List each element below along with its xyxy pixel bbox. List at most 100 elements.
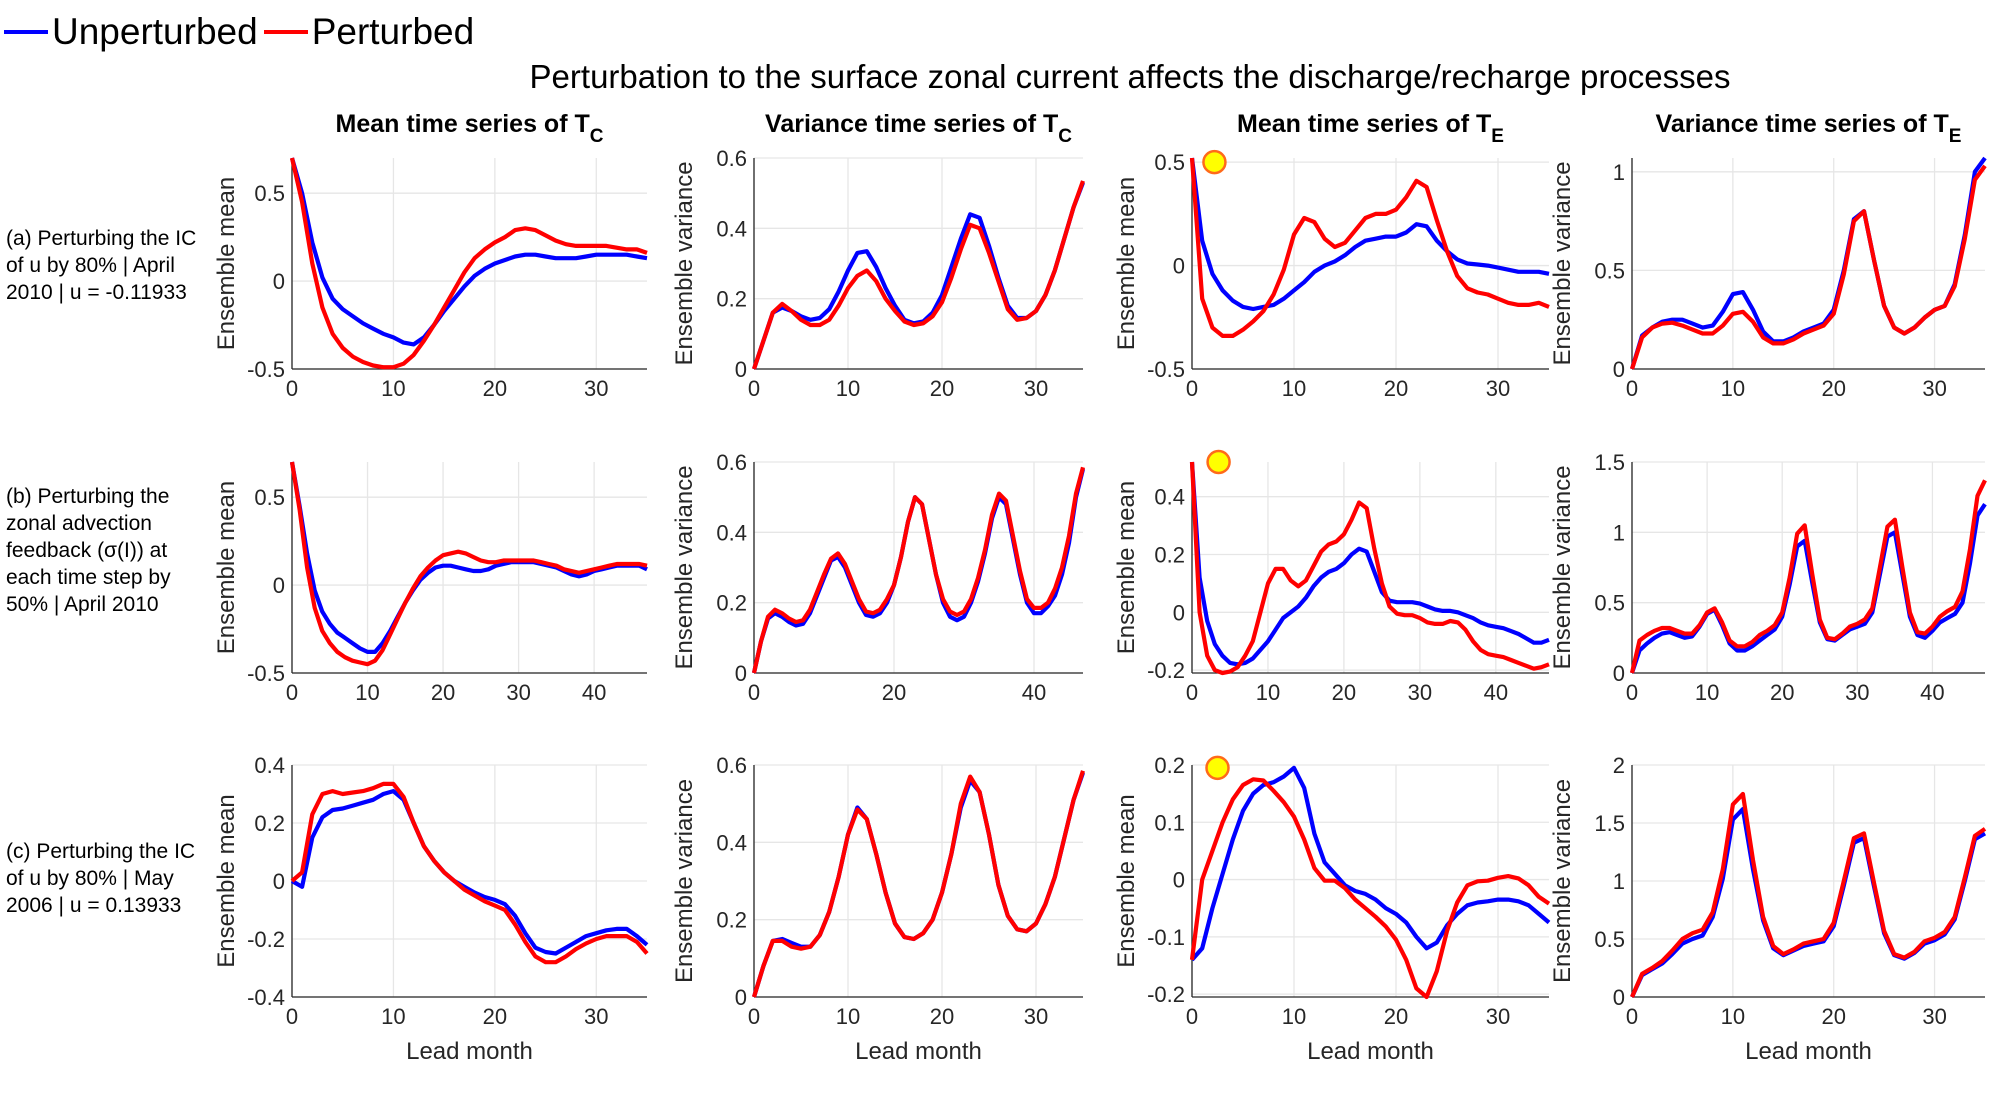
legend-label-perturbed: Perturbed xyxy=(311,11,475,52)
x-tick-label: 0 xyxy=(286,1004,298,1029)
subplot-b-2: 0 20 40 0 0.2 0.4 0.6 Ensemble variance xyxy=(671,450,1086,705)
x-tick-label: 20 xyxy=(1821,376,1845,401)
y-tick-label: 0.2 xyxy=(716,908,747,933)
x-tick-label: 20 xyxy=(1821,1004,1845,1029)
y-tick-label: 0 xyxy=(1173,254,1185,279)
y-axis-label: Ensemble variance xyxy=(671,779,698,983)
x-tick-label: 30 xyxy=(506,680,530,705)
series-line-unperturbed xyxy=(1189,461,1550,667)
x-tick-label: 0 xyxy=(286,680,298,705)
y-tick-label: 0.2 xyxy=(716,287,747,312)
x-tick-label: 40 xyxy=(1022,680,1046,705)
series-line-perturbed xyxy=(1189,461,1550,676)
y-tick-label: 0 xyxy=(273,573,285,598)
column-title-subscript: E xyxy=(1491,126,1504,147)
column-title-text: Mean time series of T xyxy=(335,110,590,138)
y-tick-label: -0.2 xyxy=(1147,982,1185,1007)
y-axis-label: Ensemble variance xyxy=(671,161,698,365)
y-tick-label: 0.2 xyxy=(716,591,747,616)
x-tick-label: 0 xyxy=(1626,1004,1638,1029)
x-tick-label: 30 xyxy=(1845,680,1869,705)
subplot-c-2: 0 10 20 30 0 0.2 0.4 0.6 Ensemble variance Lead m… xyxy=(671,753,1085,1065)
y-tick-label: -0.5 xyxy=(1147,357,1185,382)
x-tick-label: 10 xyxy=(836,376,860,401)
y-axis-label: Ensemble variance xyxy=(1549,779,1576,983)
x-tick-label: 0 xyxy=(1626,376,1638,401)
legend-item-unperturbed: Unperturbed xyxy=(4,11,258,53)
y-axis-label: Ensemble variance xyxy=(671,465,698,669)
y-tick-label: 0 xyxy=(273,869,285,894)
y-tick-label: 0 xyxy=(273,269,285,294)
y-tick-label: 1.5 xyxy=(1594,450,1625,475)
subplot-c-3: 0 10 20 30 -0.2 -0.1 0 0.1 0.2 Ensemble mean Lead … xyxy=(1113,753,1551,1065)
series-line-perturbed xyxy=(290,781,649,965)
subplot-c-1: 0 10 20 30 -0.4 -0.2 0 0.2 0.4 Ensemble mean Lead … xyxy=(213,753,649,1065)
highlight-marker xyxy=(1202,149,1227,175)
x-tick-label: 10 xyxy=(1282,376,1306,401)
series-line-perturbed xyxy=(1189,157,1550,338)
y-tick-label: 0 xyxy=(735,661,747,686)
x-tick-label: 10 xyxy=(355,680,379,705)
series-line-unperturbed xyxy=(290,788,649,956)
series-line-perturbed xyxy=(1629,479,1987,674)
y-tick-label: 0.4 xyxy=(716,830,747,855)
x-tick-label: 20 xyxy=(930,376,954,401)
column-title-subscript: C xyxy=(589,126,604,147)
x-tick-label: 30 xyxy=(584,376,608,401)
x-tick-label: 20 xyxy=(431,680,455,705)
y-axis-label: Ensemble mean xyxy=(213,794,240,967)
subplot-b-4: 0 10 20 30 40 0 0.5 1 1.5 Ensemble variance xyxy=(1549,450,1987,705)
column-title-variance-tc: Variance time series of TC xyxy=(754,110,1083,148)
y-tick-label: 0.2 xyxy=(1154,753,1185,778)
series-line-unperturbed xyxy=(289,157,648,347)
y-axis-label: Ensemble mean xyxy=(213,481,240,654)
x-tick-label: 40 xyxy=(1484,680,1508,705)
legend-label-unperturbed: Unperturbed xyxy=(52,11,258,52)
x-tick-label: 10 xyxy=(1721,376,1745,401)
y-tick-label: 0.4 xyxy=(1154,485,1185,510)
y-tick-label: 0.2 xyxy=(254,811,285,836)
row-label-a: (a) Perturbing the IC of u by 80% | Apri… xyxy=(6,227,197,304)
x-tick-label: 20 xyxy=(483,1004,507,1029)
y-tick-label: 0 xyxy=(1613,357,1625,382)
y-tick-label: 2 xyxy=(1613,753,1625,778)
y-axis-label: Ensemble mean xyxy=(1113,481,1140,654)
x-tick-label: 30 xyxy=(1922,376,1946,401)
y-tick-label: 0.5 xyxy=(1154,150,1185,175)
x-tick-label: 30 xyxy=(584,1004,608,1029)
x-tick-label: 10 xyxy=(836,1004,860,1029)
x-tick-label: 30 xyxy=(1024,1004,1048,1029)
series-line-unperturbed xyxy=(752,181,1085,370)
row-label-b: (b) Perturbing the zonal advection feedb… xyxy=(6,485,171,616)
subplot-a-4: 0 10 20 30 0 0.5 1 Ensemble variance xyxy=(1549,156,1987,401)
x-tick-label: 0 xyxy=(748,376,760,401)
y-tick-label: 0 xyxy=(1613,985,1625,1010)
column-title-subscript: C xyxy=(1058,126,1072,147)
column-title-subscript: E xyxy=(1948,126,1962,147)
x-tick-label: 20 xyxy=(483,376,507,401)
y-axis-label: Ensemble mean xyxy=(1113,794,1140,967)
highlight-marker xyxy=(1205,755,1230,781)
y-axis-label: Ensemble variance xyxy=(1549,161,1576,365)
x-tick-label: 10 xyxy=(381,1004,405,1029)
y-tick-label: 0.5 xyxy=(254,485,285,510)
series-line-unperturbed xyxy=(1629,156,1987,370)
y-tick-label: 0 xyxy=(1173,868,1185,893)
x-tick-label: 20 xyxy=(1770,680,1794,705)
x-tick-label: 20 xyxy=(930,1004,954,1029)
column-title-mean-tc: Mean time series of TC xyxy=(292,110,647,148)
y-tick-label: -0.5 xyxy=(247,357,285,382)
y-tick-label: -0.1 xyxy=(1147,925,1185,950)
y-tick-label: 0 xyxy=(1613,661,1625,686)
y-tick-label: 1 xyxy=(1613,520,1625,545)
x-axis-label: Lead month xyxy=(1745,1038,1872,1065)
y-tick-label: 0 xyxy=(735,985,747,1010)
series-line-unperturbed xyxy=(1190,765,1551,962)
x-axis-label: Lead month xyxy=(406,1038,533,1065)
y-tick-label: -0.2 xyxy=(247,927,285,952)
y-tick-label: 0 xyxy=(1173,600,1185,625)
y-tick-label: 0.6 xyxy=(716,450,747,475)
